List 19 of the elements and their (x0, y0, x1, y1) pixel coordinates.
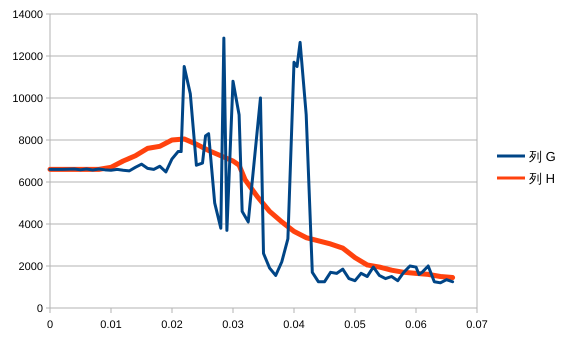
y-tick-label: 6000 (18, 177, 43, 189)
x-tick-label: 0.05 (344, 319, 366, 331)
x-tick-label: 0.03 (222, 319, 244, 331)
y-tick-label: 0 (36, 303, 43, 315)
y-tick-label: 4000 (18, 219, 43, 231)
y-tick-label: 8000 (18, 135, 43, 147)
y-tick-label: 14000 (12, 9, 43, 21)
x-tick-label: 0 (46, 319, 54, 331)
y-tick-label: 2000 (18, 261, 43, 273)
x-tick-label: 0.01 (100, 319, 122, 331)
y-tick-label: 12000 (12, 51, 43, 63)
legend-label: 列 H (529, 171, 555, 186)
x-tick-label: 0.04 (283, 319, 305, 331)
x-tick-label: 0.07 (466, 319, 488, 331)
y-tick-label: 10000 (12, 93, 43, 105)
x-tick-label: 0.02 (161, 319, 183, 331)
x-tick-label: 0.06 (405, 319, 427, 331)
legend-label: 列 G (529, 149, 556, 164)
line-series (48, 36, 454, 284)
